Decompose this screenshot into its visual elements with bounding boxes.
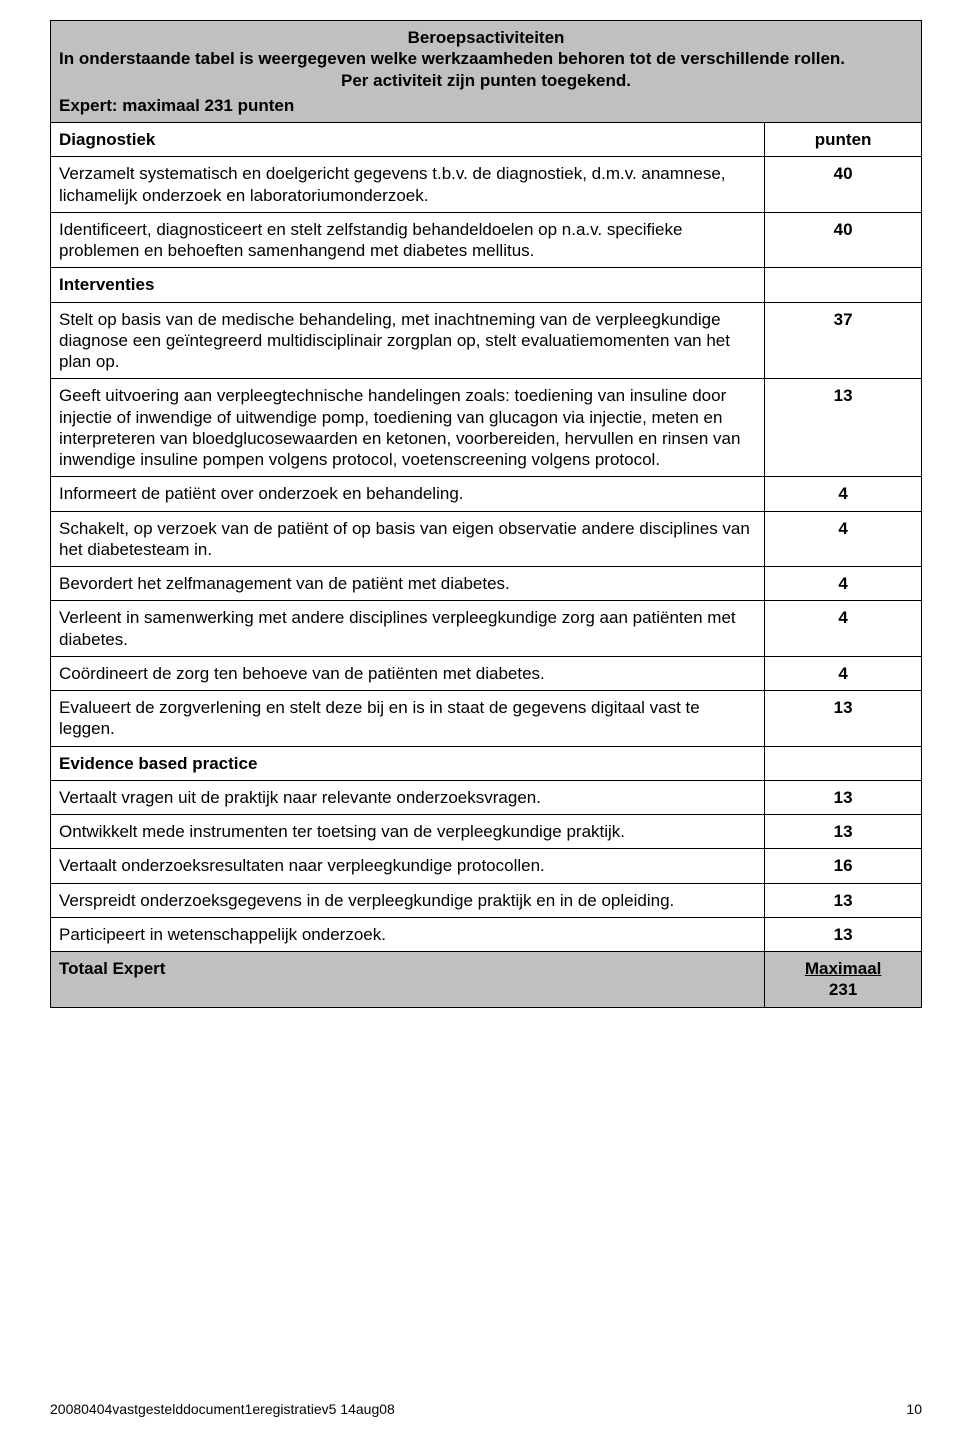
table-row: Vertaalt onderzoeksresultaten naar verpl… [51, 849, 922, 883]
footer-page-number: 10 [906, 1401, 922, 1419]
activity-points: 13 [765, 691, 922, 747]
total-row: Totaal Expert Maximaal 231 [51, 952, 922, 1008]
table-row: Vertaalt vragen uit de praktijk naar rel… [51, 780, 922, 814]
section-row-ebp: Evidence based practice [51, 746, 922, 780]
activity-points: 13 [765, 780, 922, 814]
activity-points: 37 [765, 302, 922, 379]
header-expert: Expert: maximaal 231 punten [59, 95, 913, 116]
section-row-diagnostiek: Diagnostiek punten [51, 123, 922, 157]
activity-text: Ontwikkelt mede instrumenten ter toetsin… [51, 815, 765, 849]
activity-points: 13 [765, 815, 922, 849]
section-label-interventies: Interventies [51, 268, 765, 302]
empty-cell [765, 268, 922, 302]
table-row: Bevordert het zelfmanagement van de pati… [51, 567, 922, 601]
points-header: punten [765, 123, 922, 157]
table-row: Verleent in samenwerking met andere disc… [51, 601, 922, 657]
table-row: Informeert de patiënt over onderzoek en … [51, 477, 922, 511]
page-footer: 20080404vastgestelddocument1eregistratie… [50, 1401, 922, 1419]
table-row: Verzamelt systematisch en doelgericht ge… [51, 157, 922, 213]
table-row: Participeert in wetenschappelijk onderzo… [51, 917, 922, 951]
activity-text: Participeert in wetenschappelijk onderzo… [51, 917, 765, 951]
activity-text: Verspreidt onderzoeksgegevens in de verp… [51, 883, 765, 917]
activity-points: 4 [765, 601, 922, 657]
activity-points: 13 [765, 917, 922, 951]
section-label-diagnostiek: Diagnostiek [51, 123, 765, 157]
table-row: Schakelt, op verzoek van de patiënt of o… [51, 511, 922, 567]
activity-points: 4 [765, 477, 922, 511]
table-row: Stelt op basis van de medische behandeli… [51, 302, 922, 379]
activity-points: 4 [765, 567, 922, 601]
activity-points: 4 [765, 656, 922, 690]
activity-points: 13 [765, 883, 922, 917]
table-row: Verspreidt onderzoeksgegevens in de verp… [51, 883, 922, 917]
activity-points: 4 [765, 511, 922, 567]
table-row: Evalueert de zorgverlening en stelt deze… [51, 691, 922, 747]
activity-text: Stelt op basis van de medische behandeli… [51, 302, 765, 379]
empty-cell [765, 746, 922, 780]
total-value-cell: Maximaal 231 [765, 952, 922, 1008]
activity-points: 40 [765, 157, 922, 213]
section-label-ebp: Evidence based practice [51, 746, 765, 780]
activity-text: Bevordert het zelfmanagement van de pati… [51, 567, 765, 601]
footer-left: 20080404vastgestelddocument1eregistratie… [50, 1401, 395, 1419]
header-intro-2: Per activiteit zijn punten toegekend. [59, 70, 913, 91]
total-max-value: 231 [829, 980, 857, 999]
table-row: Coördineert de zorg ten behoeve van de p… [51, 656, 922, 690]
activity-text: Evalueert de zorgverlening en stelt deze… [51, 691, 765, 747]
table-row: Geeft uitvoering aan verpleegtechnische … [51, 379, 922, 477]
activity-text: Verleent in samenwerking met andere disc… [51, 601, 765, 657]
header-intro-1: In onderstaande tabel is weergegeven wel… [59, 48, 913, 69]
activities-table: Beroepsactiviteiten In onderstaande tabe… [50, 20, 922, 1008]
activity-text: Vertaalt onderzoeksresultaten naar verpl… [51, 849, 765, 883]
activity-points: 40 [765, 212, 922, 268]
total-label: Totaal Expert [51, 952, 765, 1008]
activity-text: Schakelt, op verzoek van de patiënt of o… [51, 511, 765, 567]
section-row-interventies: Interventies [51, 268, 922, 302]
activity-text: Vertaalt vragen uit de praktijk naar rel… [51, 780, 765, 814]
header-row: Beroepsactiviteiten In onderstaande tabe… [51, 21, 922, 123]
activity-text: Coördineert de zorg ten behoeve van de p… [51, 656, 765, 690]
activity-points: 13 [765, 379, 922, 477]
header-cell: Beroepsactiviteiten In onderstaande tabe… [51, 21, 922, 123]
header-title: Beroepsactiviteiten [59, 27, 913, 48]
activity-text: Geeft uitvoering aan verpleegtechnische … [51, 379, 765, 477]
activity-text: Verzamelt systematisch en doelgericht ge… [51, 157, 765, 213]
table-row: Identificeert, diagnosticeert en stelt z… [51, 212, 922, 268]
table-row: Ontwikkelt mede instrumenten ter toetsin… [51, 815, 922, 849]
activity-text: Informeert de patiënt over onderzoek en … [51, 477, 765, 511]
activity-points: 16 [765, 849, 922, 883]
total-max-word: Maximaal [805, 959, 882, 978]
activity-text: Identificeert, diagnosticeert en stelt z… [51, 212, 765, 268]
